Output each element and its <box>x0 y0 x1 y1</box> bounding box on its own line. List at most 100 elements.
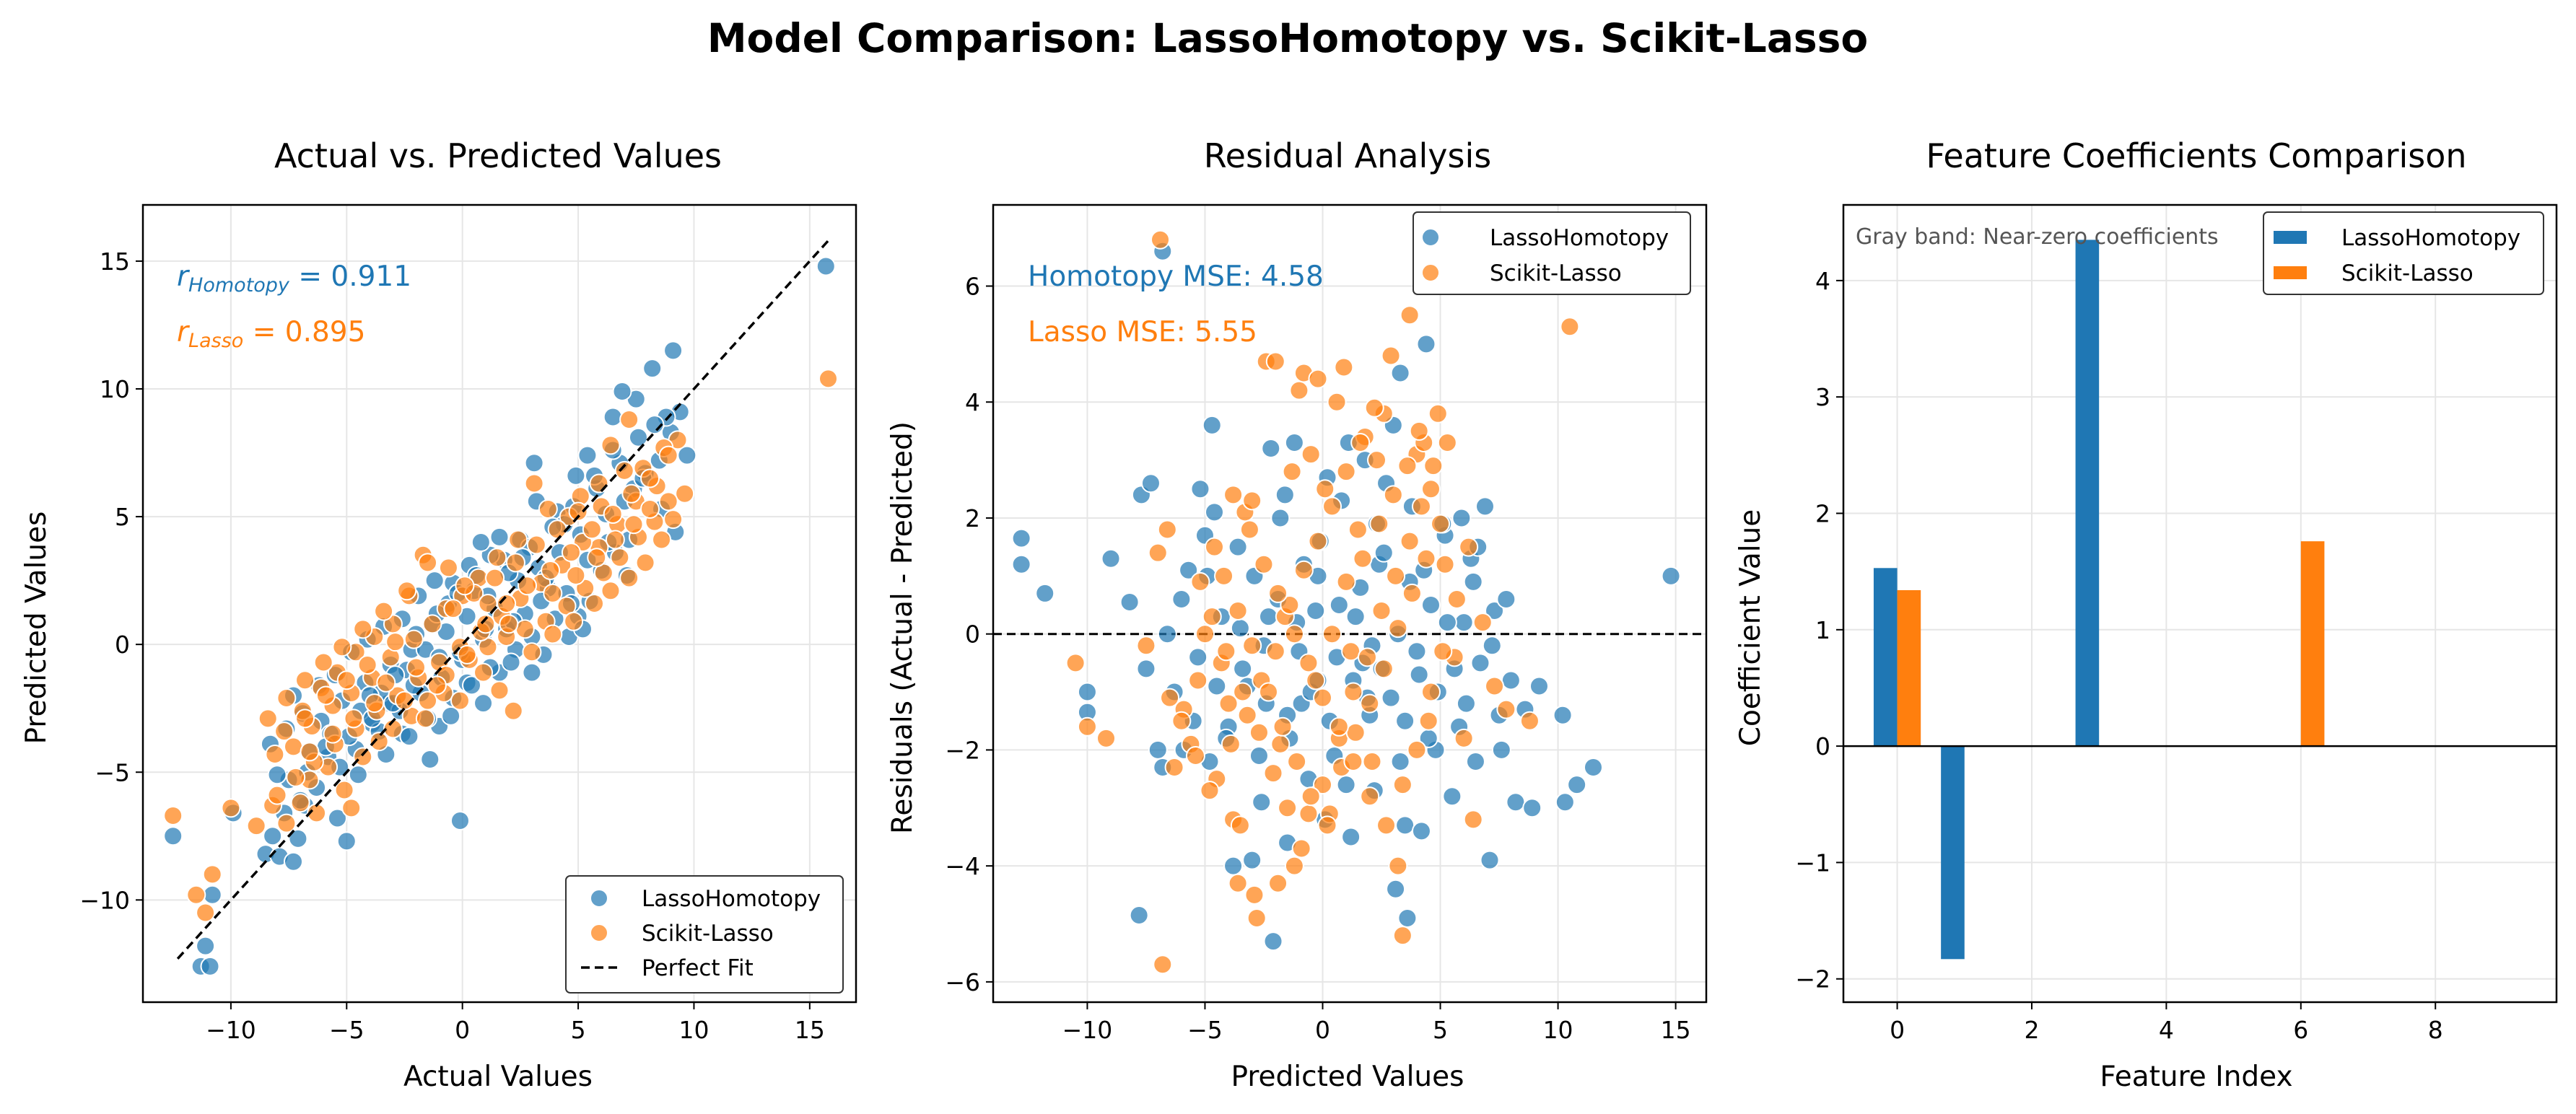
homotopy-point <box>1496 589 1516 609</box>
homotopy-point <box>1261 439 1281 459</box>
y-tick-label: 4 <box>965 388 980 416</box>
homotopy-point <box>1129 905 1149 925</box>
lasso-mse-annotation: Lasso MSE: 5.55 <box>1028 316 1257 348</box>
legend-swatch-lasso <box>2274 266 2307 279</box>
x-tick-label: −5 <box>329 1016 364 1044</box>
lasso-point <box>1228 601 1248 621</box>
legend-label-perfect-fit: Perfect Fit <box>642 955 754 981</box>
lasso-point <box>403 629 424 649</box>
lasso-point <box>455 576 475 596</box>
plot-frame <box>1842 203 2558 1004</box>
homotopy-point <box>1470 653 1490 673</box>
lasso-point <box>605 530 625 550</box>
homotopy-point <box>267 765 287 785</box>
feature-coefficients-panel: Feature Coefficients Comparison 0 2 4 6 8 −2 −… <box>1734 136 2558 1093</box>
lasso-point <box>1185 745 1205 766</box>
tick-labels: −10 −5 0 5 10 15 −6 −4 −2 0 2 4 6 <box>945 273 1690 1044</box>
x-tick-label: 8 <box>2428 1016 2443 1044</box>
lasso-point <box>344 709 364 729</box>
lasso-point <box>1560 317 1580 337</box>
lasso-point <box>1336 571 1356 592</box>
lasso-point <box>658 491 678 512</box>
lasso-point <box>196 903 216 923</box>
lasso-point <box>478 594 498 613</box>
lasso-point <box>286 767 306 787</box>
lasso-point <box>1284 624 1304 644</box>
homotopy-point <box>1454 613 1474 633</box>
homotopy-point <box>1148 740 1168 760</box>
homotopy-point <box>524 453 544 473</box>
homotopy-point <box>501 652 521 672</box>
y-tick-label: 0 <box>965 620 980 649</box>
homotopy-point <box>1529 676 1549 696</box>
lasso-point <box>1437 432 1457 452</box>
homotopy-point <box>1411 821 1431 841</box>
lasso-point <box>1519 711 1540 731</box>
lasso-point <box>258 709 278 729</box>
lasso-point <box>1282 462 1302 482</box>
lasso-point <box>658 445 678 465</box>
y-tick-label: −1 <box>1795 848 1830 877</box>
lasso-point <box>450 690 470 711</box>
lasso-point <box>1381 346 1401 366</box>
lasso-point <box>1329 716 1349 737</box>
lasso-point <box>614 460 634 481</box>
y-tick-label: −6 <box>945 968 980 996</box>
lasso-bar <box>1897 589 1921 747</box>
homotopy-point <box>1101 548 1121 569</box>
y-tick-label: 0 <box>1815 732 1830 760</box>
lasso-point <box>295 670 315 690</box>
lasso-point <box>1353 548 1373 569</box>
lasso-point <box>497 594 517 613</box>
lasso-point <box>601 581 621 601</box>
data-points <box>163 240 839 976</box>
y-tick-label: 1 <box>1815 616 1830 644</box>
lasso-point <box>1397 456 1418 476</box>
homotopy-point <box>1437 613 1457 633</box>
legend-label-homotopy: LassoHomotopy <box>2341 225 2520 251</box>
homotopy-point <box>1381 688 1401 708</box>
lasso-point <box>1306 670 1326 690</box>
lasso-point <box>1280 595 1300 615</box>
homotopy-point <box>196 936 216 956</box>
lasso-point <box>1200 781 1220 801</box>
r-homotopy-subscript: Homotopy <box>188 274 290 297</box>
lasso-point <box>276 813 297 833</box>
lasso-point <box>1383 485 1403 505</box>
perfect-fit-line <box>176 240 829 960</box>
lasso-point <box>1411 496 1431 517</box>
lasso-point <box>300 742 320 762</box>
homotopy-point <box>1252 792 1272 812</box>
lasso-point <box>1418 711 1438 731</box>
homotopy-point <box>1442 786 1462 807</box>
lasso-point <box>443 599 463 619</box>
lasso-point <box>487 548 507 568</box>
lasso-point <box>1157 519 1177 540</box>
lasso-point <box>1364 398 1384 418</box>
lasso-point <box>621 483 642 504</box>
lasso-point <box>1291 838 1311 859</box>
grid-layer <box>993 205 1706 1002</box>
lasso-point <box>357 655 377 675</box>
homotopy-point <box>577 445 598 465</box>
lasso-point <box>427 675 447 696</box>
lasso-point <box>489 680 510 701</box>
lasso-point <box>353 619 373 639</box>
lasso-point <box>515 619 535 639</box>
lasso-point <box>1096 728 1117 748</box>
lasso-point <box>1313 688 1333 708</box>
lasso-point <box>585 594 605 613</box>
lasso-point <box>376 672 396 693</box>
homotopy-point <box>336 831 357 851</box>
lasso-point <box>1293 560 1314 580</box>
homotopy-point <box>473 693 494 714</box>
lasso-point <box>543 583 563 603</box>
lasso-point <box>422 614 442 634</box>
lasso-point <box>1270 734 1291 754</box>
x-tick-label: 15 <box>795 1016 825 1044</box>
lasso-point <box>1221 734 1241 754</box>
homotopy-point <box>1386 879 1406 899</box>
lasso-point <box>1317 815 1337 836</box>
homotopy-point <box>1555 792 1575 812</box>
lasso-point <box>1242 636 1262 656</box>
